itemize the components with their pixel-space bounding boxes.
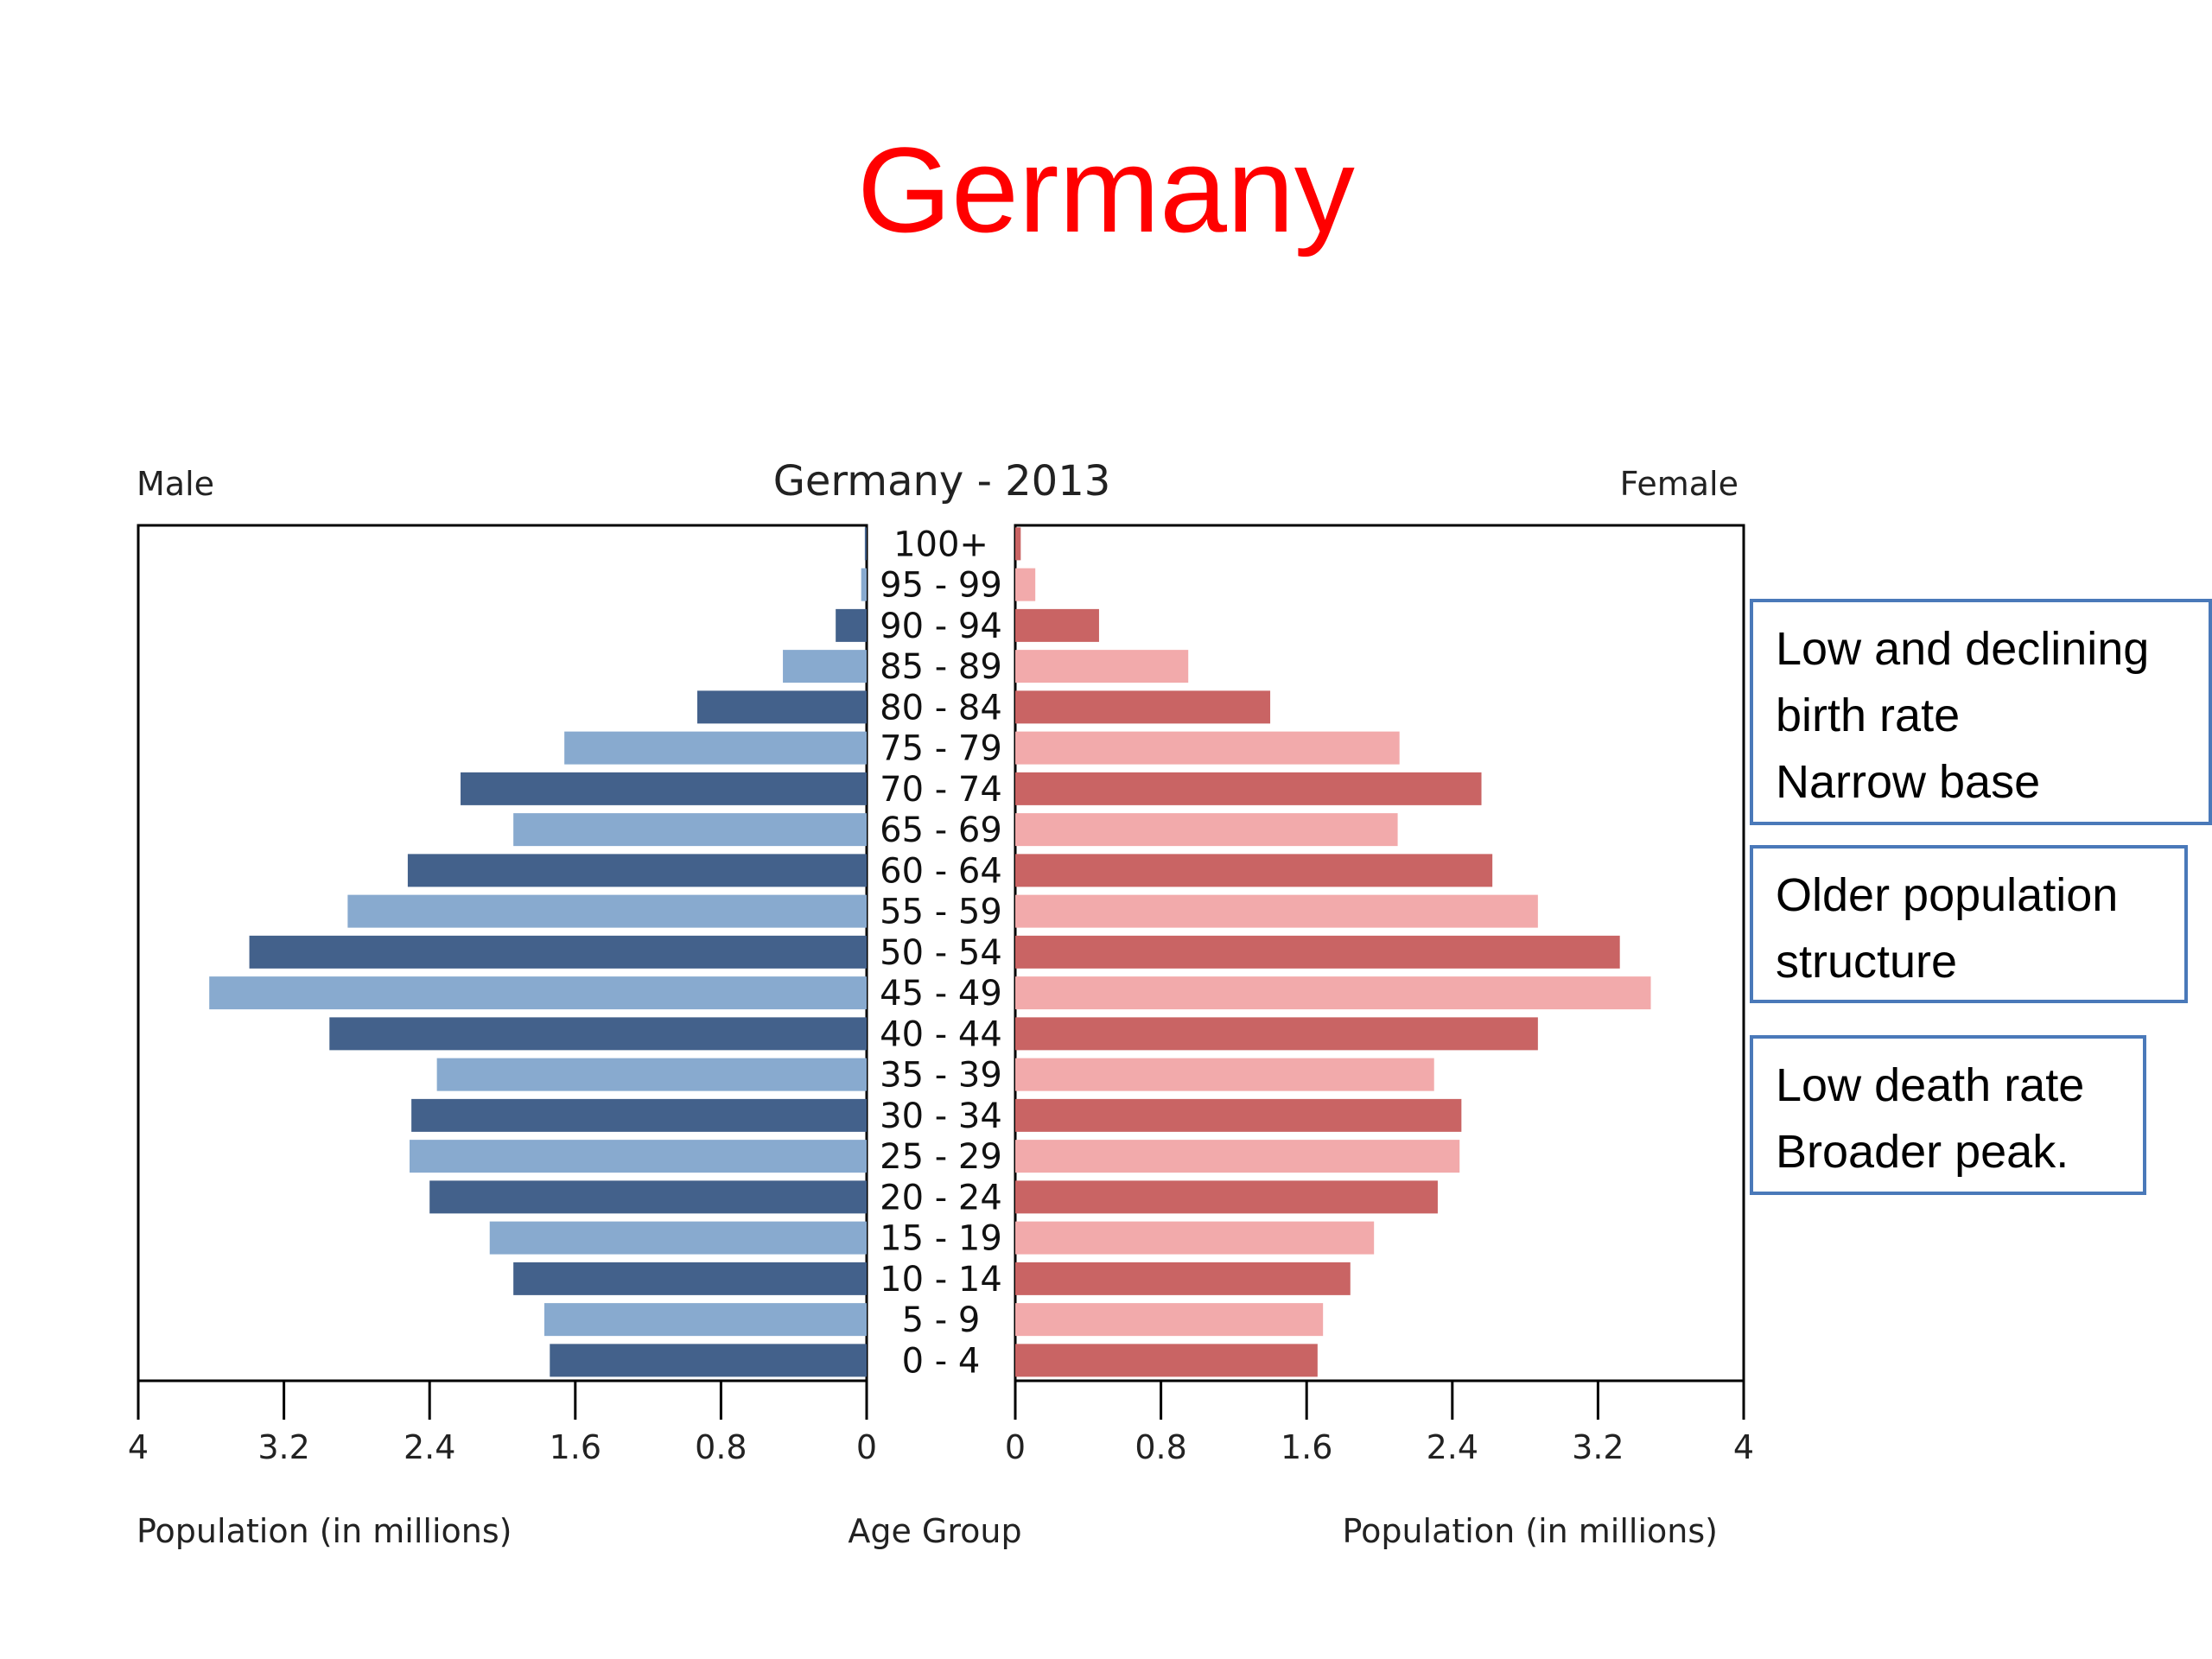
- male-bar: [564, 731, 867, 765]
- male-bars: [209, 527, 868, 1377]
- male-bar: [329, 1017, 868, 1051]
- male-x-tick-label: 1.6: [550, 1428, 601, 1466]
- male-x-tick-label: 4: [128, 1428, 149, 1466]
- male-bar: [429, 1180, 867, 1214]
- male-x-tick-label: 0: [856, 1428, 877, 1466]
- age-group-label: 100+: [893, 524, 988, 564]
- male-bar: [347, 894, 867, 928]
- female-bar: [1015, 772, 1482, 805]
- age-group-label: 20 - 24: [880, 1178, 1002, 1217]
- male-bar: [697, 690, 867, 724]
- female-bar: [1015, 1140, 1460, 1173]
- age-group-label: 35 - 39: [880, 1056, 1002, 1096]
- age-group-label: 80 - 84: [880, 688, 1002, 728]
- male-bar: [543, 1303, 867, 1337]
- age-group-label: 25 - 29: [880, 1137, 1002, 1177]
- female-bar: [1015, 1262, 1351, 1295]
- age-group-label: 55 - 59: [880, 893, 1002, 932]
- annotation-line: Low death rate: [1776, 1059, 2085, 1111]
- female-x-tick-label: 0: [1005, 1428, 1026, 1466]
- female-x-tick-label: 1.6: [1281, 1428, 1332, 1466]
- annotation-line: structure: [1776, 936, 1958, 988]
- female-bar: [1015, 1017, 1538, 1051]
- age-group-label: 95 - 99: [880, 566, 1002, 606]
- age-group-label: 85 - 89: [880, 647, 1002, 687]
- annotation-line: Older population: [1776, 869, 2119, 921]
- male-x-axis-label: Population (in millions): [137, 1512, 512, 1550]
- female-bar: [1015, 1221, 1375, 1255]
- female-bar: [1015, 650, 1189, 683]
- male-x-axis: 0 0.8 1.6 2.4 3.2 4: [128, 1381, 877, 1466]
- annotation-death-rate: Low death rate Broader peak.: [1750, 1035, 2146, 1195]
- female-label: Female: [1620, 465, 1738, 503]
- age-group-label: 50 - 54: [880, 933, 1002, 973]
- annotation-line: Broader peak.: [1776, 1126, 2069, 1178]
- annotation-population-structure: Older population structure: [1750, 845, 2188, 1003]
- annotation-birth-rate: Low and declining birth rate Narrow base: [1750, 599, 2212, 825]
- age-group-label: 90 - 94: [880, 607, 1002, 646]
- male-bar: [411, 1098, 867, 1132]
- male-bar: [249, 935, 867, 969]
- chart-title: Germany - 2013: [773, 457, 1111, 505]
- female-bar: [1015, 813, 1398, 847]
- female-bar: [1015, 1303, 1324, 1337]
- male-label: Male: [137, 465, 214, 503]
- female-bar: [1015, 854, 1493, 887]
- female-bar: [1015, 894, 1538, 928]
- female-bar: [1015, 1098, 1462, 1132]
- male-bar: [783, 650, 867, 683]
- male-bar: [864, 527, 867, 561]
- female-bar: [1015, 935, 1620, 969]
- annotation-line: birth rate: [1776, 690, 1961, 741]
- female-bar: [1015, 1344, 1318, 1377]
- male-x-tick-label: 2.4: [404, 1428, 455, 1466]
- age-group-label: 40 - 44: [880, 1014, 1002, 1054]
- age-group-label: 70 - 74: [880, 770, 1002, 810]
- female-bar: [1015, 1058, 1434, 1091]
- female-bars: [1015, 527, 1651, 1377]
- male-bar: [513, 1262, 867, 1295]
- age-group-label: 10 - 14: [880, 1260, 1002, 1300]
- slide-title: Germany: [857, 122, 1355, 257]
- male-bar: [461, 772, 867, 805]
- annotation-line: Low and declining: [1776, 623, 2150, 675]
- female-x-tick-label: 0.8: [1135, 1428, 1186, 1466]
- male-bar: [407, 854, 867, 887]
- male-bar: [209, 976, 867, 1010]
- age-group-label: 5 - 9: [902, 1300, 981, 1340]
- age-group-label: 60 - 64: [880, 851, 1002, 891]
- male-bar: [861, 568, 867, 601]
- age-group-label: 75 - 79: [880, 729, 1002, 769]
- male-bar: [436, 1058, 867, 1091]
- female-x-axis: 0 0.8 1.6 2.4 3.2 4: [1005, 1381, 1754, 1466]
- female-bar: [1015, 1180, 1438, 1214]
- male-bar: [410, 1140, 868, 1173]
- female-bar: [1015, 568, 1036, 601]
- male-bar: [513, 813, 867, 847]
- female-x-axis-label: Population (in millions): [1343, 1512, 1718, 1550]
- male-x-tick-label: 3.2: [257, 1428, 309, 1466]
- female-x-tick-label: 2.4: [1427, 1428, 1478, 1466]
- annotation-line: Narrow base: [1776, 756, 2041, 808]
- female-bar: [1015, 690, 1271, 724]
- age-group-axis-label: Age Group: [848, 1512, 1021, 1550]
- age-group-label: 65 - 69: [880, 810, 1002, 850]
- age-group-label: 45 - 49: [880, 974, 1002, 1014]
- male-x-tick-label: 0.8: [695, 1428, 747, 1466]
- age-group-label: 0 - 4: [902, 1341, 981, 1381]
- age-group-label: 15 - 19: [880, 1219, 1002, 1259]
- male-bar: [550, 1344, 867, 1377]
- female-bar: [1015, 976, 1651, 1010]
- female-bar: [1015, 608, 1099, 642]
- age-group-label: 30 - 34: [880, 1096, 1002, 1136]
- female-x-tick-label: 4: [1733, 1428, 1754, 1466]
- male-bar: [489, 1221, 867, 1255]
- female-x-tick-label: 3.2: [1572, 1428, 1624, 1466]
- female-bar: [1015, 731, 1400, 765]
- female-bar: [1015, 527, 1021, 561]
- male-bar: [836, 608, 867, 642]
